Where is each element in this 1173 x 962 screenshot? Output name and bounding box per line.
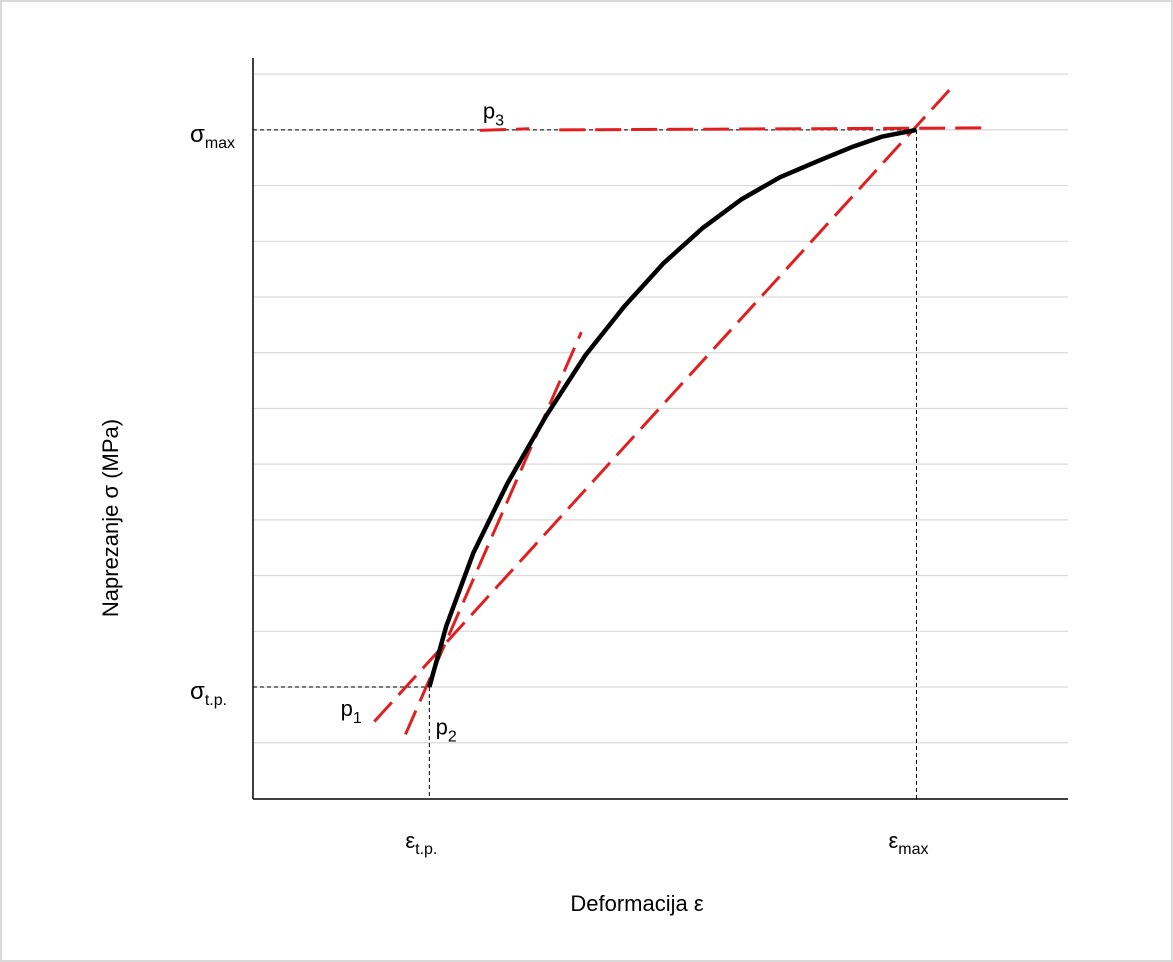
gridlines bbox=[253, 73, 1068, 744]
stress-strain-curve bbox=[427, 127, 917, 688]
tangent-label-p1: p1 bbox=[341, 696, 362, 727]
x-tick-label: εt.p. bbox=[405, 828, 437, 858]
tangent-line-p3 bbox=[479, 127, 530, 132]
axes bbox=[252, 58, 1068, 800]
tick-labels: εt.p. εmax σt.p. σmax bbox=[190, 121, 929, 858]
tangent-label-p3: p3 bbox=[483, 99, 504, 130]
y-axis-label: Naprezanje σ (MPa) bbox=[98, 419, 123, 617]
x-tick-label: εmax bbox=[888, 828, 928, 858]
tangent-line-p1 bbox=[373, 88, 951, 723]
data-series bbox=[427, 127, 917, 688]
x-axis-label: Deformacija ε bbox=[570, 891, 703, 916]
tangent-label-p2: p2 bbox=[436, 714, 457, 745]
tangent-lines: p1 p2 p3 bbox=[341, 88, 989, 745]
y-tick-label: σmax bbox=[190, 121, 235, 152]
y-tick-label: σt.p. bbox=[190, 678, 227, 709]
